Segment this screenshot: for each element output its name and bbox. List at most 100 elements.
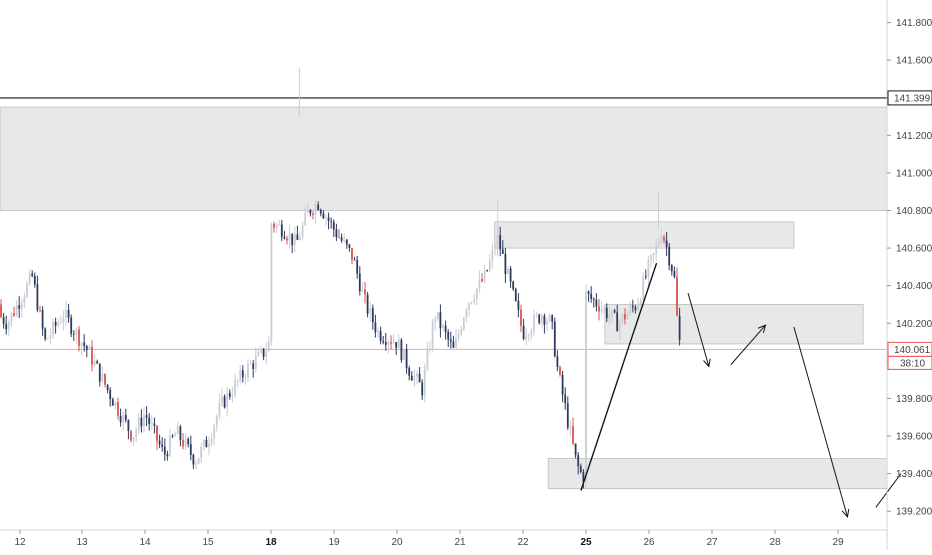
candle-body <box>621 314 624 322</box>
candle-body <box>223 396 226 408</box>
candle-body <box>616 312 619 332</box>
candle-body <box>408 368 411 376</box>
resistance-price-label: 141.399 <box>894 93 931 104</box>
candle-body <box>582 471 585 483</box>
candle-body <box>600 309 603 312</box>
candle-body <box>462 318 465 330</box>
candle-body <box>335 229 338 238</box>
candle-body <box>540 315 543 323</box>
candle-body <box>434 318 437 322</box>
candle-body <box>481 279 483 282</box>
candle-body <box>148 417 151 425</box>
candle-body <box>507 268 509 274</box>
candle-body <box>44 328 47 339</box>
candle-body <box>49 335 52 339</box>
candle-body <box>33 275 36 285</box>
arrow-head <box>703 358 711 368</box>
candle-body <box>80 342 83 346</box>
arrow-head <box>841 508 850 518</box>
candle-body <box>163 446 166 455</box>
candle-body <box>20 302 23 309</box>
candle-body <box>215 416 218 426</box>
candle-body <box>546 321 548 325</box>
candle-body <box>10 313 13 323</box>
candle-body <box>400 339 403 361</box>
candle-body <box>169 435 171 457</box>
candle-body <box>252 363 255 369</box>
candle-body <box>551 315 554 322</box>
x-tick-label: 12 <box>14 537 26 548</box>
candle-body <box>660 236 663 242</box>
candle-body <box>221 396 223 403</box>
candle-body <box>468 303 470 310</box>
candle-body <box>379 330 382 341</box>
candle-body <box>241 370 244 378</box>
candle-body <box>431 321 434 348</box>
candle-body <box>345 239 348 245</box>
candle-body <box>65 309 67 318</box>
candle-body <box>184 438 187 447</box>
candle-body <box>371 308 374 323</box>
x-tick-label: 14 <box>139 537 151 548</box>
candle-body <box>325 217 327 219</box>
candle-body <box>202 439 205 447</box>
candle-body <box>161 444 164 447</box>
candle-body <box>665 240 668 247</box>
candle-body <box>374 322 377 333</box>
candle-body <box>421 382 424 396</box>
candle-body <box>301 224 304 238</box>
x-tick-label: 21 <box>454 537 466 548</box>
drawings-layer <box>580 262 902 518</box>
candle-body <box>452 341 455 348</box>
x-tick-label: 28 <box>769 537 781 548</box>
current-price-label: 140.061 <box>894 345 931 356</box>
candle-body <box>145 415 148 418</box>
candle-body <box>657 241 660 246</box>
candle-body <box>257 351 260 357</box>
candle-body <box>226 392 229 408</box>
candle-body <box>57 322 60 326</box>
candle-body <box>306 210 309 213</box>
candle-body <box>18 305 21 309</box>
y-tick-label: 140.600 <box>896 244 932 255</box>
candles-layer <box>0 67 681 490</box>
candle-body <box>54 321 57 326</box>
candle-body <box>439 312 442 329</box>
x-tick-label: 26 <box>643 537 655 548</box>
candle-body <box>330 220 333 222</box>
x-tick-label: 25 <box>580 537 592 548</box>
candle-body <box>137 417 140 431</box>
candle-body <box>501 249 504 254</box>
candle-body <box>392 342 395 344</box>
candle-body <box>626 313 629 320</box>
candle-body <box>423 369 426 396</box>
candle-body <box>569 426 572 428</box>
candle-body <box>114 402 117 406</box>
projection-arrow <box>793 326 848 517</box>
candle-body <box>200 446 203 459</box>
y-tick-label: 141.800 <box>896 18 932 29</box>
candle-body <box>122 414 125 423</box>
y-tick-label: 140.800 <box>896 206 932 217</box>
candle-body <box>288 233 291 241</box>
candle-body <box>309 210 312 214</box>
candle-body <box>387 342 390 345</box>
candle-body <box>410 375 413 381</box>
candle-body <box>283 236 286 239</box>
candle-body <box>442 325 444 329</box>
candle-body <box>556 356 559 368</box>
candle-body <box>478 279 481 289</box>
candle-body <box>670 265 673 272</box>
candle-body <box>343 239 346 241</box>
candle-body <box>366 294 369 314</box>
candle-body <box>592 298 595 300</box>
candle-body <box>59 322 62 324</box>
candle-body <box>39 309 41 311</box>
candle-body <box>254 356 257 369</box>
x-tick-label: 15 <box>202 537 214 548</box>
y-tick-label: 139.600 <box>896 432 932 443</box>
candle-body <box>67 309 70 318</box>
